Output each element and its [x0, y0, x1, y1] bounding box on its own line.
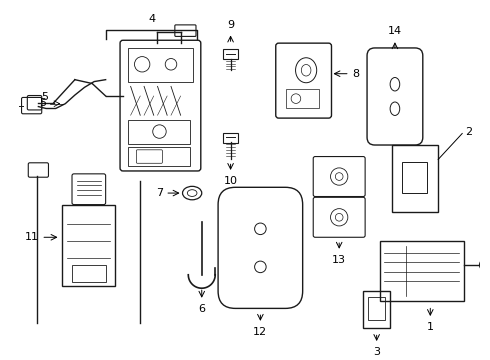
Text: 3: 3: [373, 347, 380, 357]
Text: 10: 10: [223, 176, 238, 186]
Bar: [128, 48, 193, 82]
Bar: [72, 265, 106, 283]
Text: 2: 2: [465, 127, 472, 136]
Bar: [128, 120, 190, 144]
Bar: [128, 147, 190, 166]
Text: 7: 7: [156, 188, 163, 198]
Text: 13: 13: [332, 255, 346, 265]
Text: 5: 5: [41, 92, 48, 102]
Text: 8: 8: [353, 69, 360, 79]
Text: 6: 6: [198, 303, 205, 314]
Bar: [286, 89, 319, 108]
Text: 12: 12: [253, 327, 268, 337]
Bar: [368, 297, 385, 320]
Bar: [392, 145, 438, 212]
Text: 5: 5: [39, 98, 46, 108]
Text: 9: 9: [227, 20, 234, 30]
Bar: [402, 162, 427, 193]
Bar: [62, 204, 115, 286]
Text: 1: 1: [427, 322, 434, 332]
Text: 14: 14: [388, 26, 402, 36]
Text: 11: 11: [24, 232, 38, 242]
Bar: [363, 291, 390, 328]
Text: 4: 4: [148, 14, 155, 24]
